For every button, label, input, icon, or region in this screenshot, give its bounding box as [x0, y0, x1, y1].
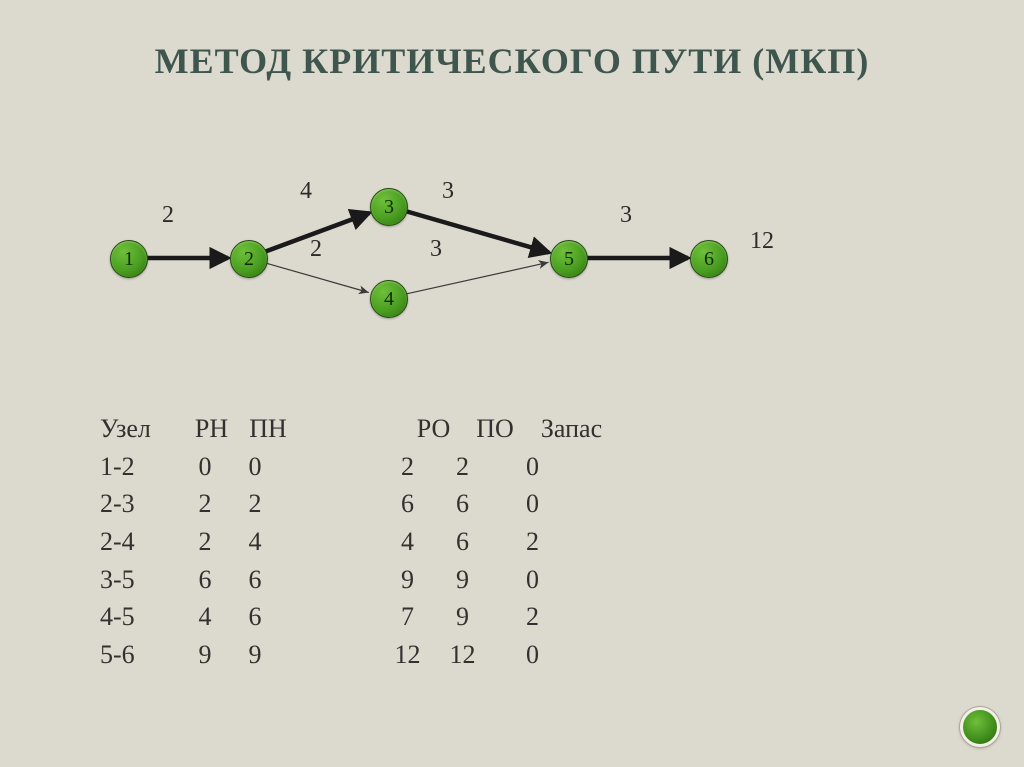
col-header: Запас [529, 410, 614, 448]
table-cell: 6 [180, 561, 230, 599]
node-4: 4 [370, 280, 408, 318]
table-row: 2-322660 [100, 485, 614, 523]
slide-badge-icon [960, 707, 1000, 747]
table-row: 3-566990 [100, 561, 614, 599]
table-cell: 5-6 [100, 636, 180, 674]
table-row: 1-200220 [100, 448, 614, 486]
table-row: 4-546 792 [100, 598, 614, 636]
node-6: 6 [690, 240, 728, 278]
table-cell: 0 [490, 636, 575, 674]
table-cell: 0 [230, 448, 280, 486]
table-cell: 9 [380, 561, 435, 599]
table-cell: 9 [230, 636, 280, 674]
node-1: 1 [110, 240, 148, 278]
table-cell: 2 [180, 485, 230, 523]
table-cell: 12 [435, 636, 490, 674]
edge-label-2-3: 4 [300, 178, 312, 205]
table-cell: 2 [490, 598, 575, 636]
col-header: ПН [243, 410, 293, 448]
table-cell: 6 [435, 485, 490, 523]
table-cell: 2-3 [100, 485, 180, 523]
edges-svg [100, 170, 860, 350]
page-title: МЕТОД КРИТИЧЕСКОГО ПУТИ (МКП) [0, 0, 1024, 82]
table-cell: 7 [380, 598, 435, 636]
table-cell: 9 [435, 598, 490, 636]
edge-label-2-4: 2 [310, 236, 322, 263]
table-cell: 0 [490, 561, 575, 599]
table-cell: 2 [230, 485, 280, 523]
table-header: Узел РН ПН РО ПО Запас [100, 410, 614, 448]
edge-3-5 [405, 211, 548, 252]
table-cell: 4 [380, 523, 435, 561]
table-row: 2-424462 [100, 523, 614, 561]
table-cell: 2 [435, 448, 490, 486]
edge-2-4 [265, 263, 368, 293]
node-3: 3 [370, 188, 408, 226]
col-header: РО [406, 410, 461, 448]
total-label: 12 [750, 228, 774, 255]
table-cell: 1-2 [100, 448, 180, 486]
edge-label-3-5: 3 [442, 178, 454, 205]
table-cell: 0 [180, 448, 230, 486]
table-cell: 4 [230, 523, 280, 561]
node-2: 2 [230, 240, 268, 278]
table-cell: 9 [180, 636, 230, 674]
col-header: ПО [468, 410, 523, 448]
edge-4-5 [406, 262, 549, 294]
col-header: РН [187, 410, 237, 448]
data-table: Узел РН ПН РО ПО Запас 1-2002202-3226602… [100, 410, 614, 674]
table-cell: 4 [180, 598, 230, 636]
table-cell: 4-5 [100, 598, 180, 636]
table-cell: 6 [230, 561, 280, 599]
edge-label-4-5: 3 [430, 236, 442, 263]
edge-label-1-2: 2 [162, 202, 174, 229]
network-diagram: 123456 242333 12 [100, 170, 860, 350]
table-cell: 2 [490, 523, 575, 561]
node-5: 5 [550, 240, 588, 278]
edge-label-5-6: 3 [620, 202, 632, 229]
table-cell: 2 [380, 448, 435, 486]
table-cell: 6 [435, 523, 490, 561]
col-header: Узел [100, 410, 180, 448]
table-cell: 0 [490, 448, 575, 486]
table-row: 5-69912120 [100, 636, 614, 674]
table-cell: 2-4 [100, 523, 180, 561]
table-cell: 6 [380, 485, 435, 523]
table-cell: 6 [230, 598, 280, 636]
table-cell: 0 [490, 485, 575, 523]
table-cell: 2 [180, 523, 230, 561]
table-cell: 12 [380, 636, 435, 674]
table-cell: 3-5 [100, 561, 180, 599]
table-cell: 9 [435, 561, 490, 599]
